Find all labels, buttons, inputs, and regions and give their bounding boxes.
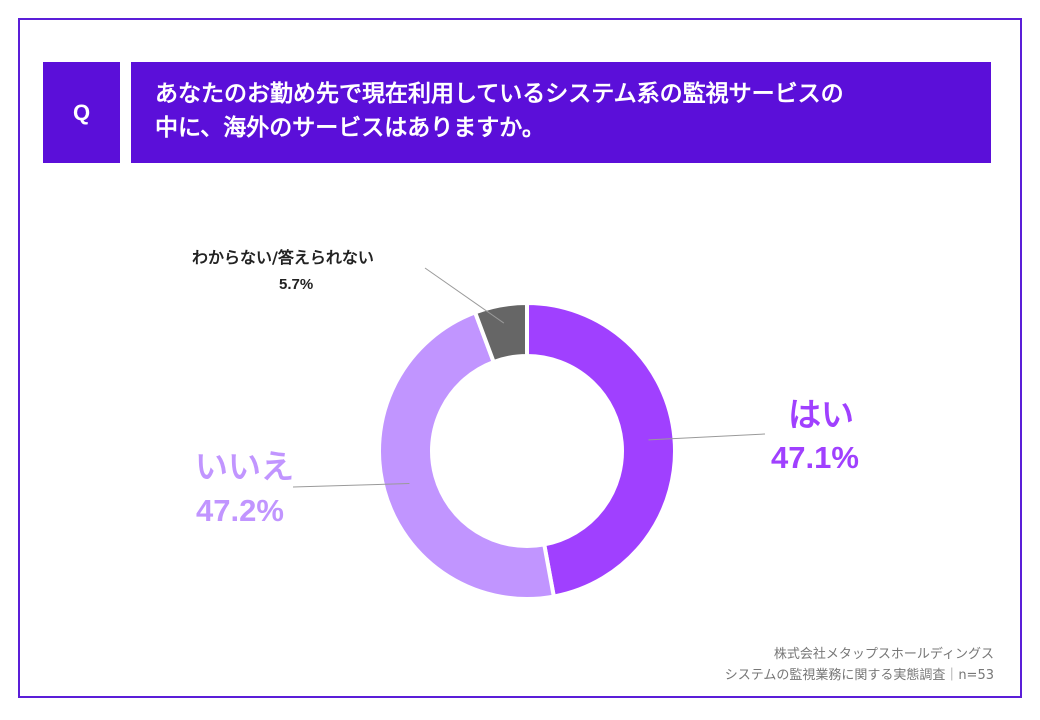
slice-no (377, 309, 557, 601)
question-title-line-2: 中に、海外のサービスはありますか。 (155, 115, 545, 141)
source-note: 株式会社メタップスホールディングス システムの監視業務に関する実態調査｜n=53 (725, 644, 994, 686)
source-line-2: システムの監視業務に関する実態調査｜n=53 (724, 668, 994, 683)
chart-frame (18, 18, 1022, 698)
source-line-1: 株式会社メタップスホールディングス (773, 647, 994, 662)
label-yes: はい (788, 395, 854, 434)
question-title: あなたのお勤め先で現在利用しているシステム系の監視サービスの 中に、海外のサービ… (131, 62, 991, 163)
value-label-yes: 47.1% (771, 440, 859, 475)
slice-yes (525, 300, 677, 599)
leader-line-yes (648, 433, 766, 441)
value-label-no: 47.2% (196, 493, 284, 528)
leader-line-unknown (424, 267, 505, 324)
label-no: いいえ (195, 447, 294, 486)
label-unknown: わからない/答えられない (192, 248, 374, 267)
slice-unknown (472, 300, 529, 365)
question-badge: Q (43, 62, 120, 163)
question-title-line-1: あなたのお勤め先で現在利用しているシステム系の監視サービスの (155, 81, 844, 107)
leader-line-no (292, 483, 410, 488)
value-label-unknown: 5.7% (279, 276, 314, 293)
